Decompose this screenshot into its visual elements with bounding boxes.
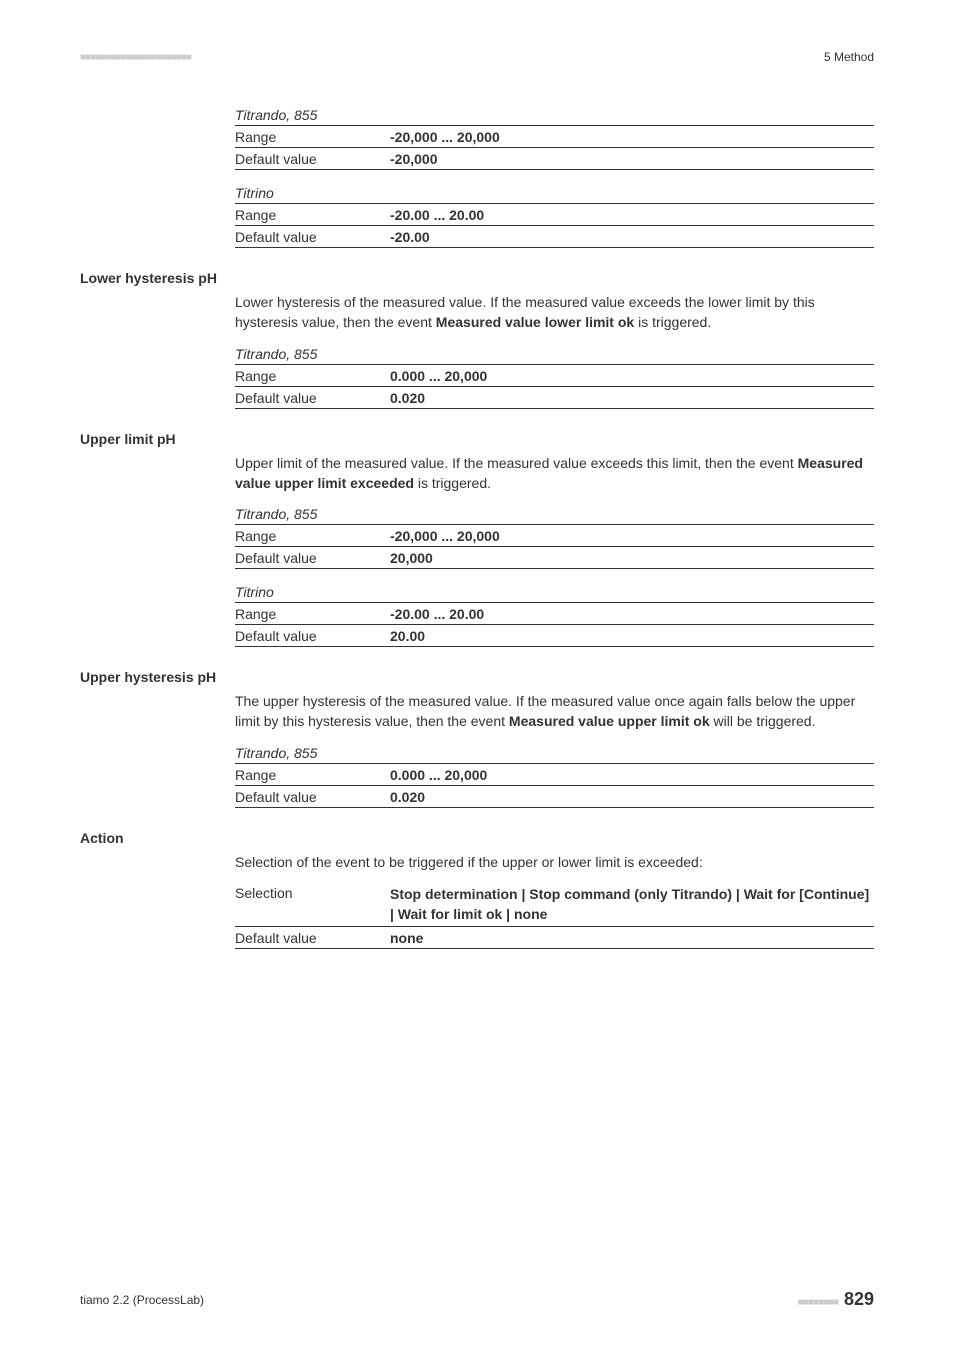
device-label: Titrando, 855	[235, 343, 874, 365]
param-value: Stop determination | Stop command (only …	[390, 885, 874, 924]
event-name: Measured value upper limit ok	[509, 713, 710, 729]
device-label: Titrando, 855	[235, 104, 874, 126]
param-key: Range	[235, 606, 390, 622]
section-heading-upper-limit: Upper limit pH	[80, 431, 874, 447]
param-value: -20.00 ... 20.00	[390, 207, 874, 223]
param-key: Range	[235, 129, 390, 145]
description-text: Lower hysteresis of the measured value. …	[235, 292, 874, 333]
param-value: -20.00	[390, 229, 874, 245]
header-section-label: 5 Method	[824, 50, 874, 64]
param-key: Default value	[235, 229, 390, 245]
param-row: Default value -20,000	[235, 148, 874, 170]
param-row: Range -20,000 ... 20,000	[235, 525, 874, 547]
param-row: Range -20,000 ... 20,000	[235, 126, 874, 148]
param-row: Default value 0.020	[235, 387, 874, 409]
param-value: -20,000 ... 20,000	[390, 129, 874, 145]
param-value: 0.020	[390, 789, 874, 805]
param-row: Range -20.00 ... 20.00	[235, 204, 874, 226]
param-key: Range	[235, 368, 390, 384]
page-number: 829	[844, 1289, 874, 1309]
param-row: Default value 0.020	[235, 786, 874, 808]
param-row: Range 0.000 ... 20,000	[235, 365, 874, 387]
description-text: Selection of the event to be triggered i…	[235, 852, 874, 872]
param-key: Range	[235, 207, 390, 223]
param-key: Default value	[235, 628, 390, 644]
param-value: 0.000 ... 20,000	[390, 767, 874, 783]
description-text: The upper hysteresis of the measured val…	[235, 691, 874, 732]
description-text: Upper limit of the measured value. If th…	[235, 453, 874, 494]
section-heading-upper-hysteresis: Upper hysteresis pH	[80, 669, 874, 685]
section-heading-lower-hysteresis: Lower hysteresis pH	[80, 270, 874, 286]
param-value: 20,000	[390, 550, 874, 566]
event-name: Measured value lower limit ok	[436, 314, 634, 330]
param-key: Default value	[235, 930, 390, 946]
param-row: Default value 20,000	[235, 547, 874, 569]
param-key: Default value	[235, 789, 390, 805]
param-row: Default value none	[235, 927, 874, 949]
param-key: Range	[235, 767, 390, 783]
device-label: Titrando, 855	[235, 742, 874, 764]
param-value: none	[390, 930, 874, 946]
footer-right: ■■■■■■■■ 829	[798, 1289, 874, 1310]
device-label: Titrando, 855	[235, 503, 874, 525]
param-key: Range	[235, 528, 390, 544]
page-footer: tiamo 2.2 (ProcessLab) ■■■■■■■■ 829	[80, 1289, 874, 1310]
param-value: -20,000 ... 20,000	[390, 528, 874, 544]
text-part: Upper limit of the measured value. If th…	[235, 455, 798, 471]
section-heading-action: Action	[80, 830, 874, 846]
param-row: Range -20.00 ... 20.00	[235, 603, 874, 625]
device-label: Titrino	[235, 182, 874, 204]
footer-product-label: tiamo 2.2 (ProcessLab)	[80, 1293, 204, 1307]
param-key: Selection	[235, 885, 390, 924]
param-row: Default value 20.00	[235, 625, 874, 647]
param-value: 20.00	[390, 628, 874, 644]
device-label: Titrino	[235, 581, 874, 603]
text-part: is triggered.	[634, 314, 711, 330]
param-row: Range 0.000 ... 20,000	[235, 764, 874, 786]
header-dots-icon: ■■■■■■■■■■■■■■■■■■■■■■	[80, 52, 191, 63]
text-part: will be triggered.	[710, 713, 816, 729]
page-header: ■■■■■■■■■■■■■■■■■■■■■■ 5 Method	[80, 50, 874, 64]
footer-dots-icon: ■■■■■■■■	[798, 1297, 838, 1308]
param-value: 0.000 ... 20,000	[390, 368, 874, 384]
param-key: Default value	[235, 390, 390, 406]
param-row: Default value -20.00	[235, 226, 874, 248]
text-part: is triggered.	[414, 475, 491, 491]
main-content: Titrando, 855 Range -20,000 ... 20,000 D…	[235, 104, 874, 949]
param-value: -20.00 ... 20.00	[390, 606, 874, 622]
param-value: -20,000	[390, 151, 874, 167]
param-key: Default value	[235, 151, 390, 167]
param-row: Selection Stop determination | Stop comm…	[235, 882, 874, 927]
param-value: 0.020	[390, 390, 874, 406]
param-key: Default value	[235, 550, 390, 566]
